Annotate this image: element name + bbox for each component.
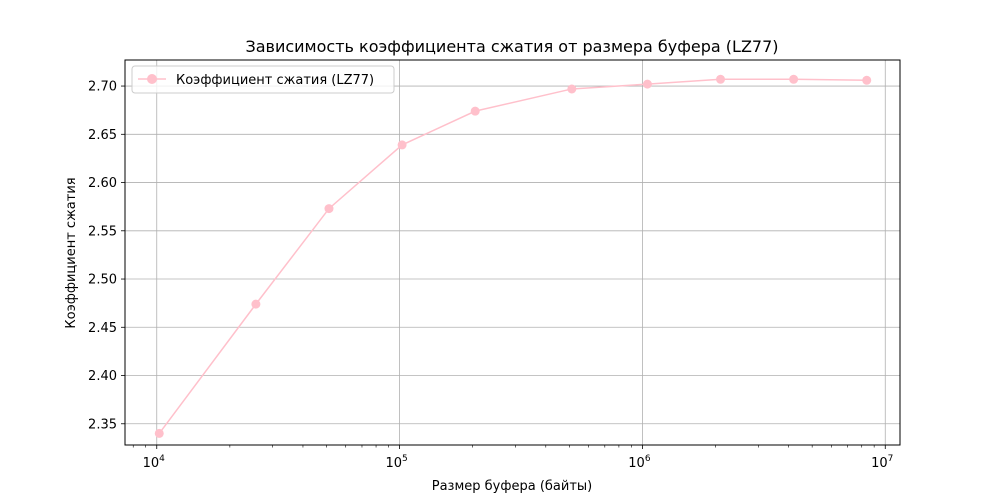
data-point	[470, 106, 480, 116]
legend-marker-swatch	[147, 74, 157, 84]
x-axis-ticks: 104 105 106 107	[143, 445, 893, 471]
x-tick-label: 106	[628, 454, 651, 471]
x-axis-label: Размер буфера (байты)	[432, 479, 593, 494]
legend-box	[131, 65, 395, 94]
data-point	[789, 74, 799, 84]
data-point	[397, 140, 407, 150]
y-tick-label: 2.45	[88, 321, 117, 336]
data-point	[642, 79, 652, 89]
data-point	[154, 428, 164, 438]
y-tick-label: 2.50	[88, 273, 117, 288]
series-line	[158, 78, 867, 434]
data-point	[324, 204, 334, 214]
y-axis-ticks: 2.35 2.40 2.45 2.50 2.55 2.60 2.65 2.70	[88, 80, 125, 432]
y-axis-label: Коэффициент сжатия	[64, 177, 79, 328]
y-tick-label: 2.35	[88, 417, 117, 432]
y-tick-label: 2.55	[88, 224, 117, 239]
y-tick-label: 2.70	[88, 80, 117, 95]
x-tick-label: 104	[143, 454, 166, 471]
data-point	[716, 74, 726, 84]
data-point	[862, 75, 872, 85]
x-tick-label: 107	[871, 454, 893, 471]
minor-ticks	[132, 445, 875, 448]
x-tick-label: 105	[385, 454, 407, 471]
y-tick-label: 2.65	[88, 128, 117, 143]
y-tick-label: 2.40	[88, 369, 117, 384]
series-layer	[154, 74, 872, 438]
plot-frame	[124, 59, 901, 446]
data-point	[251, 299, 261, 309]
chart-title: Зависимость коэффициента сжатия от разме…	[245, 37, 778, 56]
legend-label: Коэффициент сжатия (LZ77)	[176, 73, 374, 88]
y-tick-label: 2.60	[88, 176, 117, 191]
legend: Коэффициент сжатия (LZ77)	[131, 65, 395, 94]
data-point	[567, 84, 577, 94]
